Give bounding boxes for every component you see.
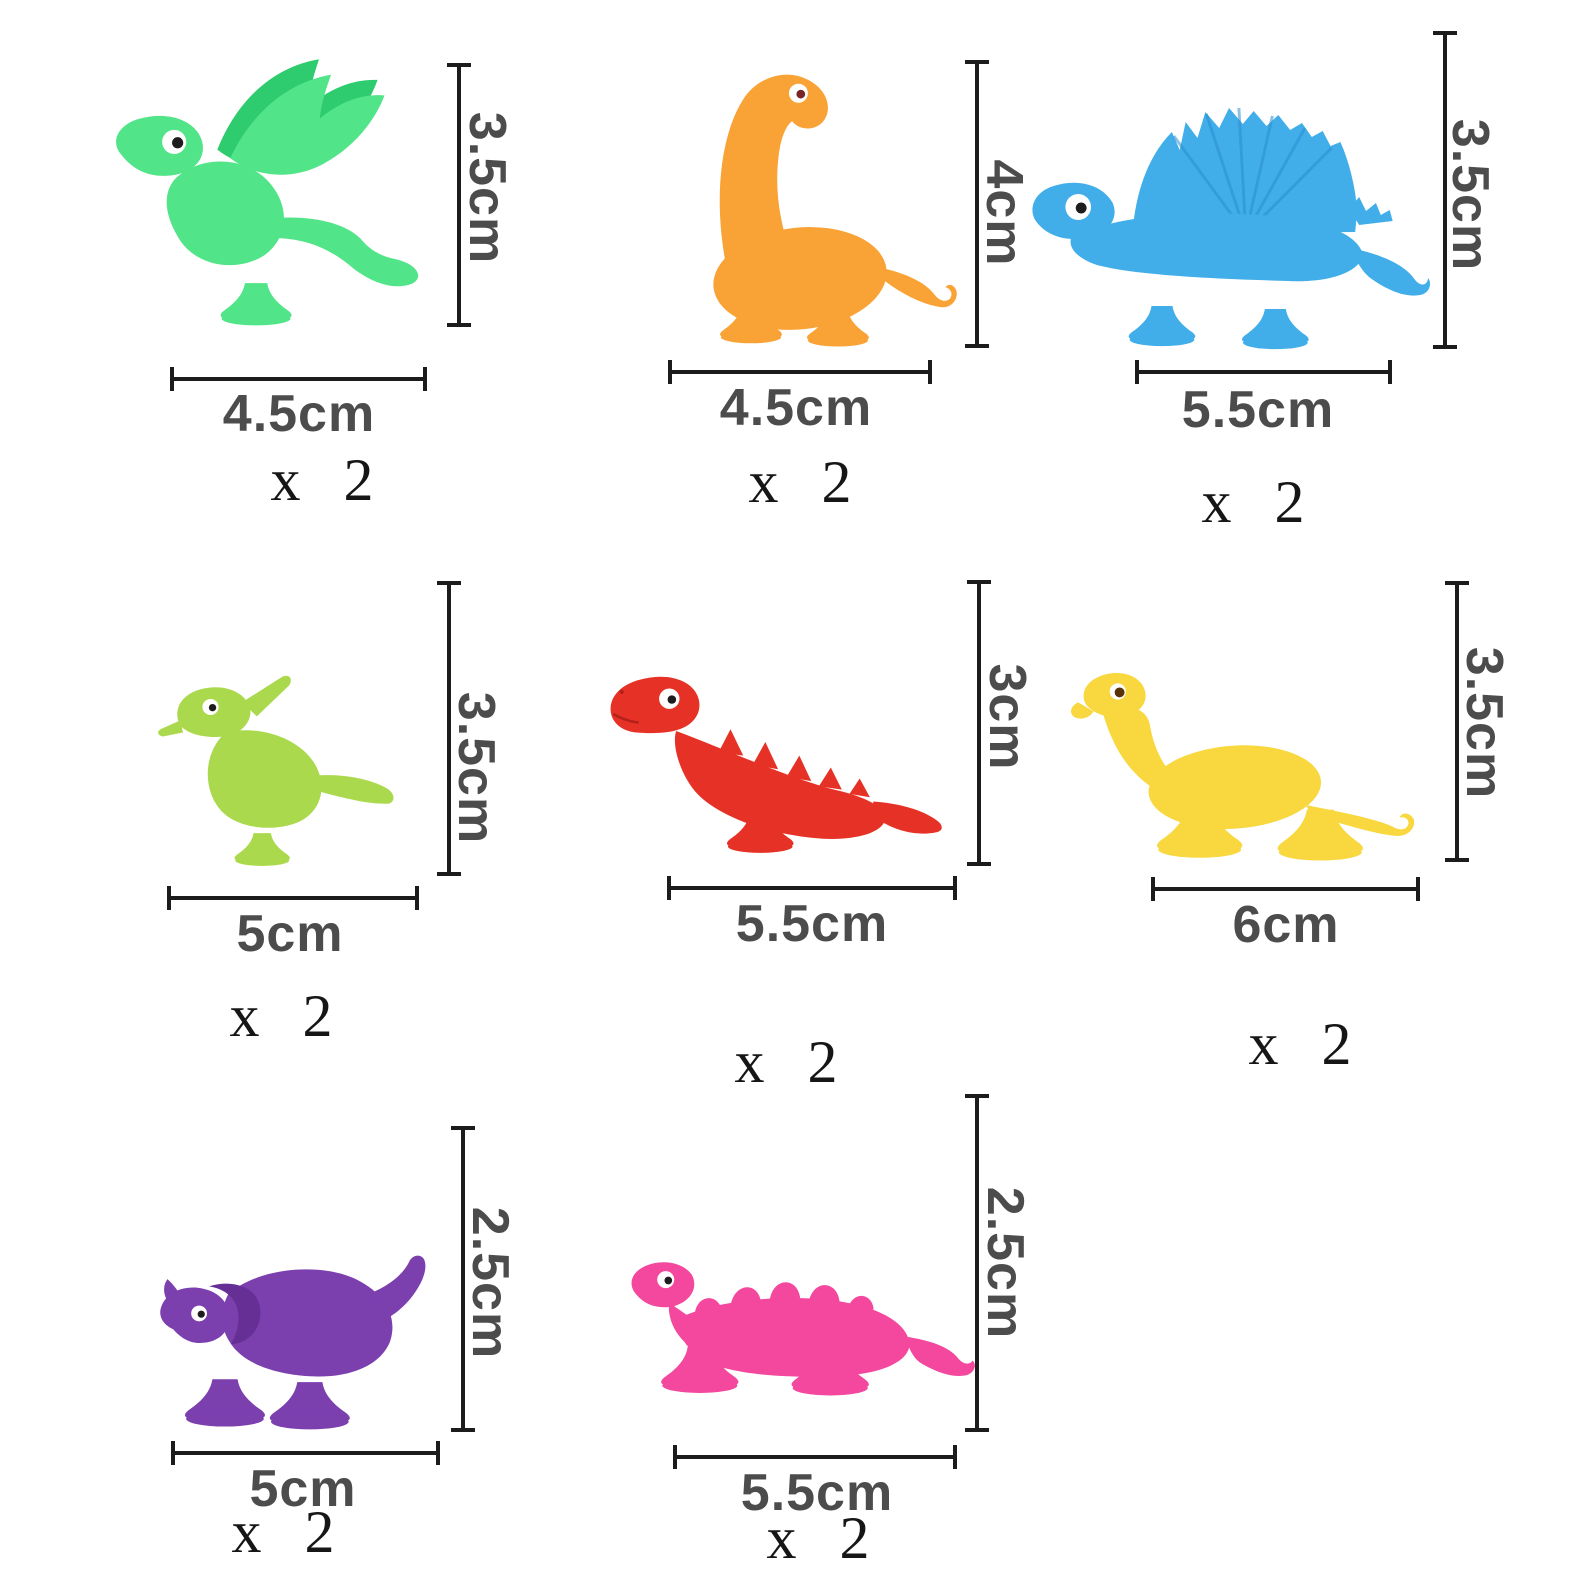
height-dimension-line	[1443, 33, 1447, 347]
height-dimension-line	[975, 1096, 979, 1430]
quantity-label: x 2	[1248, 1011, 1352, 1077]
suction-cup	[220, 283, 292, 326]
height-dimension-label: 3.5cm	[1455, 646, 1513, 800]
suction-cup	[1128, 306, 1196, 347]
width-dimension-label: 5.5cm	[1181, 381, 1335, 439]
height-dimension-line	[977, 582, 981, 864]
suction-cup	[1242, 309, 1309, 350]
suction-cup	[184, 1379, 265, 1427]
height-dimension-label: 2.5cm	[976, 1186, 1034, 1340]
lime-parasaurolophus-image	[158, 675, 394, 866]
pink-stegosaurus-image	[631, 1262, 975, 1396]
quantity-label: x 2	[734, 1029, 838, 1095]
height-dimension-label: 3.5cm	[1441, 118, 1499, 272]
width-dimension-line	[167, 896, 419, 900]
width-dimension-line	[667, 886, 957, 890]
height-dimension-line	[447, 583, 451, 874]
green-pterodactyl-image	[116, 59, 419, 326]
quantity-label: x 2	[231, 1499, 335, 1565]
width-dimension-line	[171, 1451, 440, 1455]
quantity-label: x 2	[748, 449, 852, 515]
quantity-label: x 2	[270, 447, 374, 513]
height-dimension-line	[461, 1128, 465, 1430]
width-dimension-label: 5cm	[249, 1460, 357, 1518]
width-dimension-label: 5.5cm	[735, 895, 889, 953]
orange-brontosaurus-image	[713, 74, 957, 347]
suction-cup	[269, 1382, 350, 1430]
width-dimension-label: 4.5cm	[719, 379, 873, 437]
width-dimension-label: 5.5cm	[740, 1464, 894, 1522]
quantity-label: x 2	[229, 983, 333, 1049]
width-dimension-line	[1151, 887, 1420, 891]
yellow-plesiosaur-image	[1070, 673, 1415, 861]
height-dimension-label: 2.5cm	[461, 1206, 519, 1360]
height-dimension-label: 3.5cm	[447, 691, 505, 845]
height-dimension-label: 3.5cm	[458, 111, 516, 265]
quantity-label: x 2	[1201, 469, 1305, 535]
red-dinosaur-image	[610, 676, 942, 853]
blue-dimetrodon-image	[1032, 107, 1431, 350]
purple-triceratops-image	[160, 1255, 426, 1430]
width-dimension-line	[1135, 370, 1392, 374]
height-dimension-line	[457, 65, 461, 325]
width-dimension-label: 4.5cm	[222, 385, 376, 443]
height-dimension-label: 3cm	[978, 663, 1036, 771]
quantity-label: x 2	[766, 1505, 870, 1571]
suction-cup	[234, 833, 290, 866]
width-dimension-label: 5cm	[236, 905, 344, 963]
width-dimension-line	[673, 1455, 957, 1459]
width-dimension-label: 6cm	[1232, 896, 1340, 954]
height-dimension-line	[975, 62, 979, 346]
width-dimension-line	[170, 377, 427, 381]
height-dimension-line	[1455, 583, 1459, 860]
width-dimension-line	[668, 370, 932, 374]
